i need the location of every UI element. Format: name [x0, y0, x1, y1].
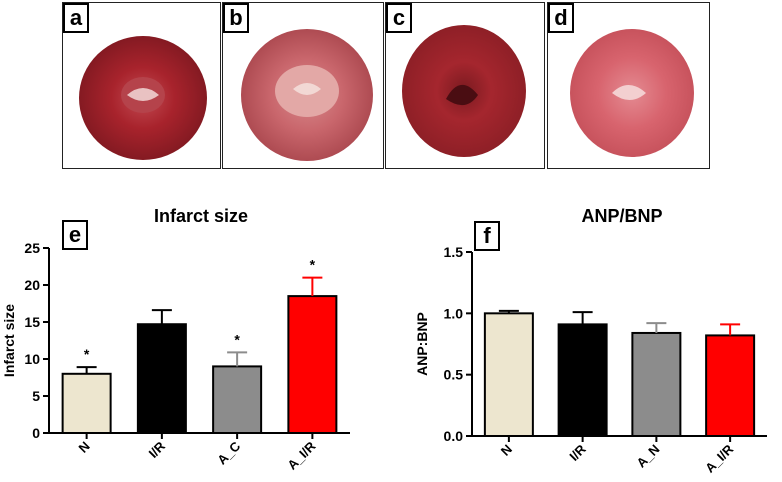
y-tick-label: 0.0 [444, 428, 464, 444]
panel-label-a: a [63, 3, 89, 33]
y-axis-label: ANP:BNP [414, 312, 430, 376]
x-tick-label: I/R [146, 438, 169, 461]
y-tick-label: 25 [24, 240, 40, 256]
y-tick-label: 1.0 [444, 305, 464, 321]
photo-panel-c [385, 2, 545, 169]
y-tick-label: 20 [24, 277, 40, 293]
y-tick-label: 10 [24, 351, 40, 367]
chart-title: Infarct size [154, 206, 248, 226]
bar [705, 334, 756, 437]
photo-panel-a [62, 2, 221, 169]
y-tick-label: 15 [24, 314, 40, 330]
y-axis-label: Infarct size [1, 304, 17, 377]
x-tick-label: I/R [566, 441, 589, 464]
photo-panel-b [222, 2, 384, 169]
bar [631, 331, 682, 438]
x-tick-label: N [75, 439, 92, 456]
significance-marker: * [310, 257, 316, 273]
significance-marker: * [234, 331, 240, 347]
y-tick-label: 0 [32, 425, 40, 441]
panel-label-c: c [386, 3, 412, 33]
infarct-size-chart: Infarct size 0 5 10 15 20 25 Infarct size * N I/R *… [1, 206, 350, 473]
heart-slice-image-c [402, 25, 526, 157]
anp-bnp-chart: ANP/BNP 0.0 0.5 1.0 1.5 ANP:BNP N I/R A_N A_I/R [414, 206, 767, 476]
x-tick-label: A_N [633, 442, 662, 471]
x-tick-label: A_I/R [284, 438, 319, 473]
bar [557, 323, 608, 437]
heart-slice-image-b [241, 29, 373, 161]
y-tick-label: 1.5 [444, 244, 464, 260]
panel-label-d: d [548, 3, 574, 33]
photo-panel-d [547, 2, 710, 169]
panel-label-e: e [62, 220, 88, 250]
x-tick-label: N [498, 442, 515, 459]
panel-label-b: b [223, 3, 249, 33]
x-tick-label: A_I/R [702, 441, 737, 476]
significance-marker: * [84, 346, 90, 362]
y-tick-label: 0.5 [444, 367, 464, 383]
bar [61, 372, 112, 435]
bar [287, 295, 338, 434]
x-tick-label: A_C [214, 438, 243, 467]
heart-slice-image-d [570, 29, 694, 157]
heart-slice-image-a [79, 36, 207, 160]
bar [212, 365, 263, 434]
bar [136, 323, 187, 434]
y-tick-label: 5 [32, 388, 40, 404]
bar [483, 312, 534, 437]
panel-label-f: f [474, 221, 500, 251]
chart-title: ANP/BNP [581, 206, 662, 226]
